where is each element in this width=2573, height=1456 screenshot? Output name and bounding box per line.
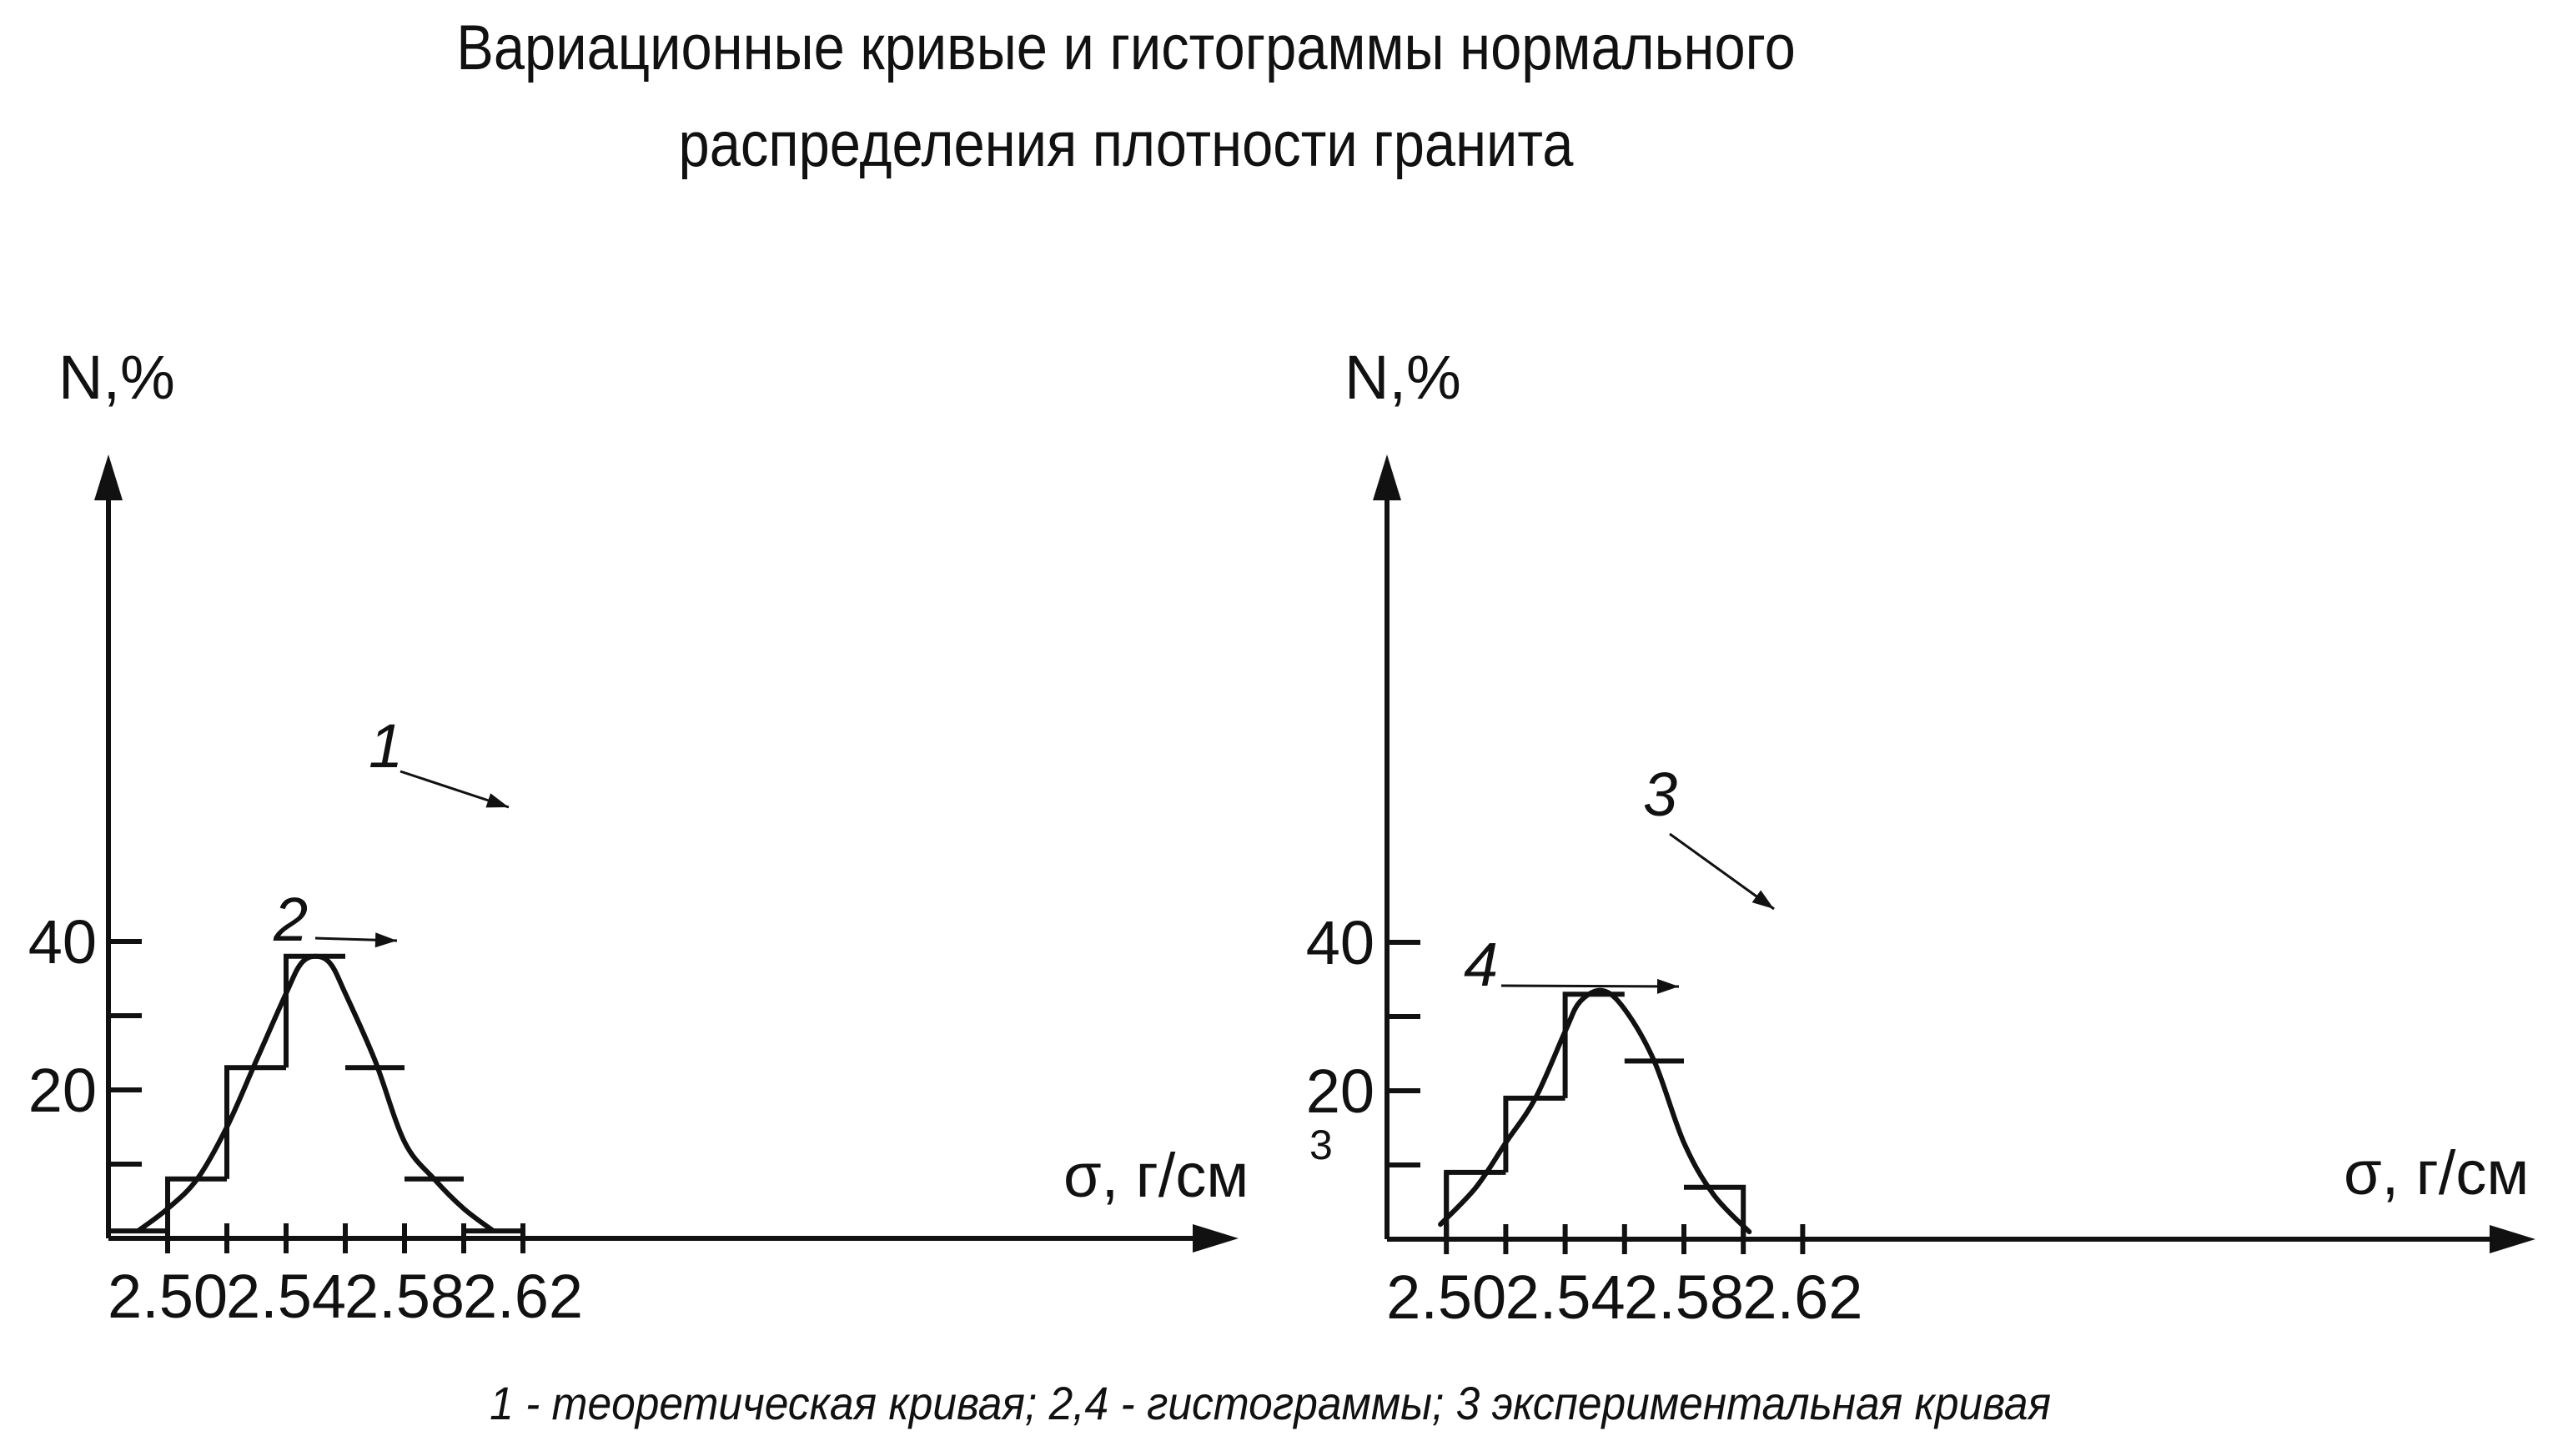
curve-label: 3: [1643, 760, 1677, 829]
histogram-bin: [1562, 992, 1625, 1098]
histogram-label: 2: [273, 885, 308, 954]
chart-left: 20 40 2.502.542.582.62 N,% σ, г/см 3 1 2: [28, 343, 1333, 1331]
histogram-label-arrow-icon: [1656, 978, 1679, 994]
distribution-curve: [1438, 987, 1752, 1235]
x-axis-label: σ, г/см: [2344, 1138, 2529, 1207]
chart-right: 20 40 2.502.542.582.62 N,% σ, г/см 3 3 4: [1306, 343, 2535, 1332]
y-axis-arrow-icon: [94, 454, 123, 500]
x-tick-label: 2.58: [344, 1262, 465, 1331]
histogram-bin: [224, 1065, 286, 1179]
x-tick-label: 2.54: [1505, 1263, 1626, 1332]
x-axis-label: σ, г/см: [1063, 1141, 1249, 1210]
y-axis-arrow-icon: [1373, 454, 1401, 500]
y-tick-label: 40: [1306, 908, 1374, 977]
histogram-label: 4: [1464, 930, 1498, 999]
histogram-bin: [165, 1176, 227, 1232]
histogram-bin: [1503, 1095, 1565, 1172]
x-tick-label: 2.50: [1386, 1263, 1506, 1332]
histogram-label-leader-line: [1500, 984, 1680, 988]
histogram-bin: [1684, 1184, 1746, 1239]
y-axis-label: N,%: [1344, 343, 1461, 412]
x-tick-label: 2.54: [226, 1262, 346, 1331]
figure-caption: 1 - теоретическая кривая; 2,4 - гистогра…: [490, 1377, 2052, 1429]
title-line-1: Вариационные кривые и гистограммы нормал…: [456, 13, 1796, 83]
x-tick-label: 2.50: [108, 1262, 228, 1331]
chart-title: Вариационные кривые и гистограммы нормал…: [135, 0, 2117, 193]
histogram-bin: [1444, 1169, 1506, 1239]
x-tick-label: 2.62: [463, 1262, 583, 1331]
x-axis-arrow-icon: [2490, 1225, 2535, 1253]
x-axis-label-superscript: 3: [1309, 1122, 1333, 1168]
y-tick-label: 20: [28, 1056, 97, 1125]
curve-label-arrow-icon: [1751, 890, 1774, 909]
y-axis-label: N,%: [58, 343, 175, 412]
x-tick-label: 2.62: [1742, 1263, 1862, 1332]
y-tick-label: 40: [28, 907, 97, 977]
distribution-curve: [135, 953, 496, 1234]
x-axis-arrow-icon: [1193, 1224, 1239, 1253]
title-line-2: распределения плотности гранита: [678, 109, 1574, 180]
histogram-bin: [464, 1228, 525, 1238]
curve-label: 1: [369, 711, 403, 781]
x-tick-label: 2.58: [1624, 1263, 1744, 1332]
y-tick-label: 20: [1306, 1057, 1374, 1126]
histogram-label-arrow-icon: [374, 932, 397, 948]
curve-label-arrow-icon: [485, 793, 509, 808]
